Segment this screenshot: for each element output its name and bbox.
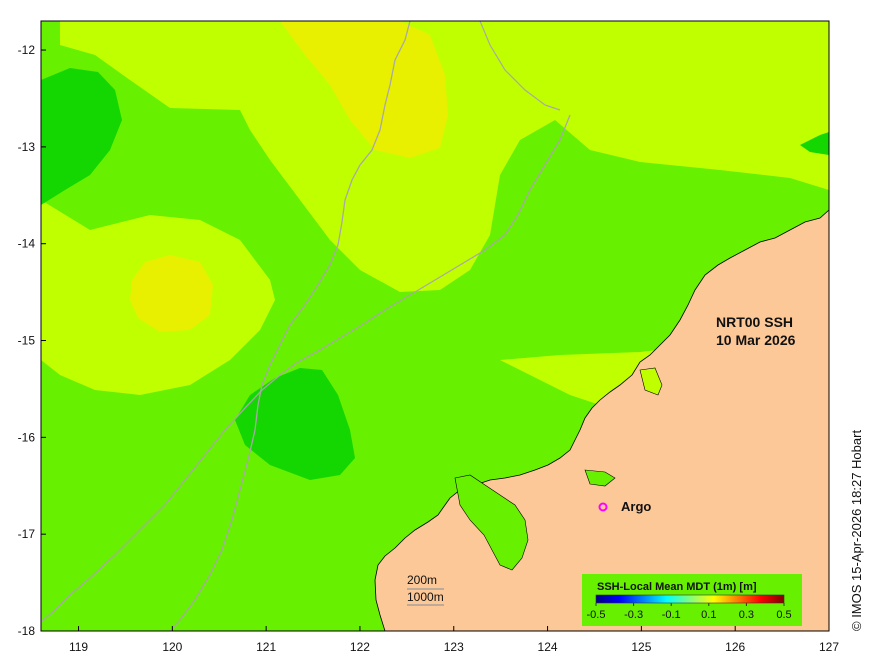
x-tick-label: 122	[350, 640, 370, 654]
king-sound	[454, 474, 529, 571]
y-tick-label: -12	[18, 43, 36, 57]
colorbar-tick-label: -0.1	[662, 609, 681, 621]
colorbar	[595, 594, 785, 604]
y-axis: -12 -13 -14 -15 -16 -17 -18	[18, 43, 46, 638]
colorbar-tick-label: -0.5	[587, 609, 606, 621]
map-title-line2: 10 Mar 2026	[716, 332, 796, 348]
colorbar-ticks: -0.5 -0.3 -0.1 0.1 0.3 0.5	[587, 603, 792, 621]
x-tick-label: 119	[69, 640, 88, 654]
x-tick-label: 126	[725, 640, 745, 654]
x-tick-label: 127	[819, 640, 839, 654]
colorbar-title: SSH-Local Mean MDT (1m) [m]	[597, 581, 757, 593]
plot-frame	[40, 20, 830, 632]
x-tick-label: 124	[538, 640, 558, 654]
colorbar-tick-label: 0.1	[701, 609, 716, 621]
argo-label: Argo	[621, 499, 651, 514]
y-tick-label: -17	[18, 527, 36, 541]
ssh-high-north	[280, 21, 448, 158]
ssh-low-east	[800, 132, 829, 155]
ssh-low-northwest	[41, 68, 122, 205]
contour-north-islands	[479, 21, 561, 111]
x-tick-label: 121	[256, 640, 276, 654]
coastal-inlet-2	[639, 367, 663, 396]
x-tick-label: 120	[162, 640, 182, 654]
x-tick-label: 125	[631, 640, 651, 654]
argo-marker-icon[interactable]	[598, 502, 608, 512]
colorbar-tick-label: 0.3	[739, 609, 754, 621]
credit-text: © IMOS 15-Apr-2026 18:27 Hobart	[849, 430, 864, 631]
y-tick-label: -13	[18, 140, 36, 154]
map-title-line1: NRT00 SSH	[716, 314, 793, 330]
y-tick-label: -15	[18, 334, 36, 348]
contour-1000m	[41, 114, 571, 623]
x-axis: 119 120 121 122 123 124 125 126 127	[69, 626, 839, 654]
contour-200m	[169, 21, 411, 631]
coastal-inlet-1	[584, 469, 616, 487]
plot-area	[41, 21, 829, 631]
x-tick-label: 123	[444, 640, 464, 654]
contour-1000m-label: 1000m	[407, 590, 444, 604]
y-tick-label: -14	[18, 237, 36, 251]
ssh-high-west	[130, 255, 213, 332]
ssh-low-central	[235, 368, 355, 480]
contour-200m-label: 200m	[407, 573, 437, 587]
ssh-contour-0-05	[60, 21, 829, 292]
colorbar-tick-label: 0.5	[776, 609, 791, 621]
colorbar-tick-label: -0.3	[624, 609, 643, 621]
y-tick-label: -18	[18, 624, 36, 638]
y-tick-label: -16	[18, 430, 36, 444]
